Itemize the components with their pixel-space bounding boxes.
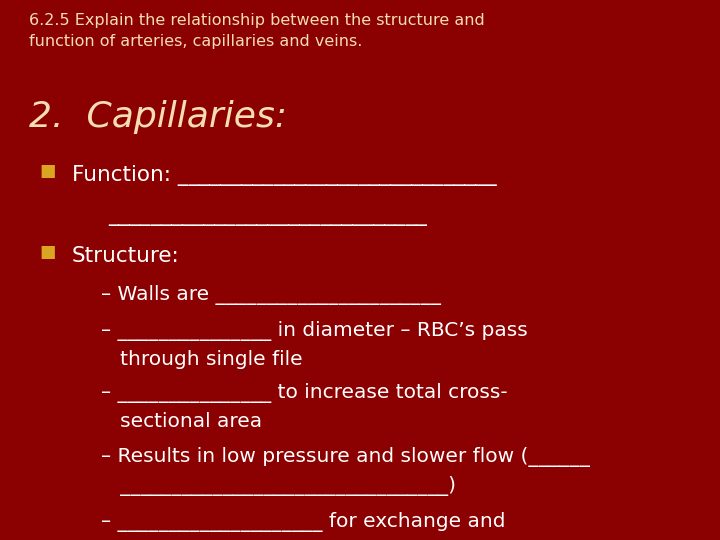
Text: ______________________________: ______________________________: [108, 206, 427, 226]
Text: ■: ■: [40, 243, 56, 261]
Text: 6.2.5 Explain the relationship between the structure and
function of arteries, c: 6.2.5 Explain the relationship between t…: [29, 14, 485, 49]
Text: sectional area: sectional area: [101, 412, 262, 431]
Text: Structure:: Structure:: [72, 246, 180, 266]
Text: 2.  Capillaries:: 2. Capillaries:: [29, 100, 287, 134]
Text: – Results in low pressure and slower flow (______: – Results in low pressure and slower flo…: [101, 447, 590, 467]
Text: – Walls are ______________________: – Walls are ______________________: [101, 285, 441, 305]
Text: – _______________ in diameter – RBC’s pass: – _______________ in diameter – RBC’s pa…: [101, 321, 528, 341]
Text: ________________________________): ________________________________): [101, 476, 456, 496]
Text: ■: ■: [40, 162, 56, 180]
Text: – _______________ to increase total cross-: – _______________ to increase total cros…: [101, 383, 508, 403]
Text: – ____________________ for exchange and: – ____________________ for exchange and: [101, 512, 505, 532]
Text: through single file: through single file: [101, 350, 302, 369]
Text: Function: ______________________________: Function: ______________________________: [72, 165, 497, 186]
